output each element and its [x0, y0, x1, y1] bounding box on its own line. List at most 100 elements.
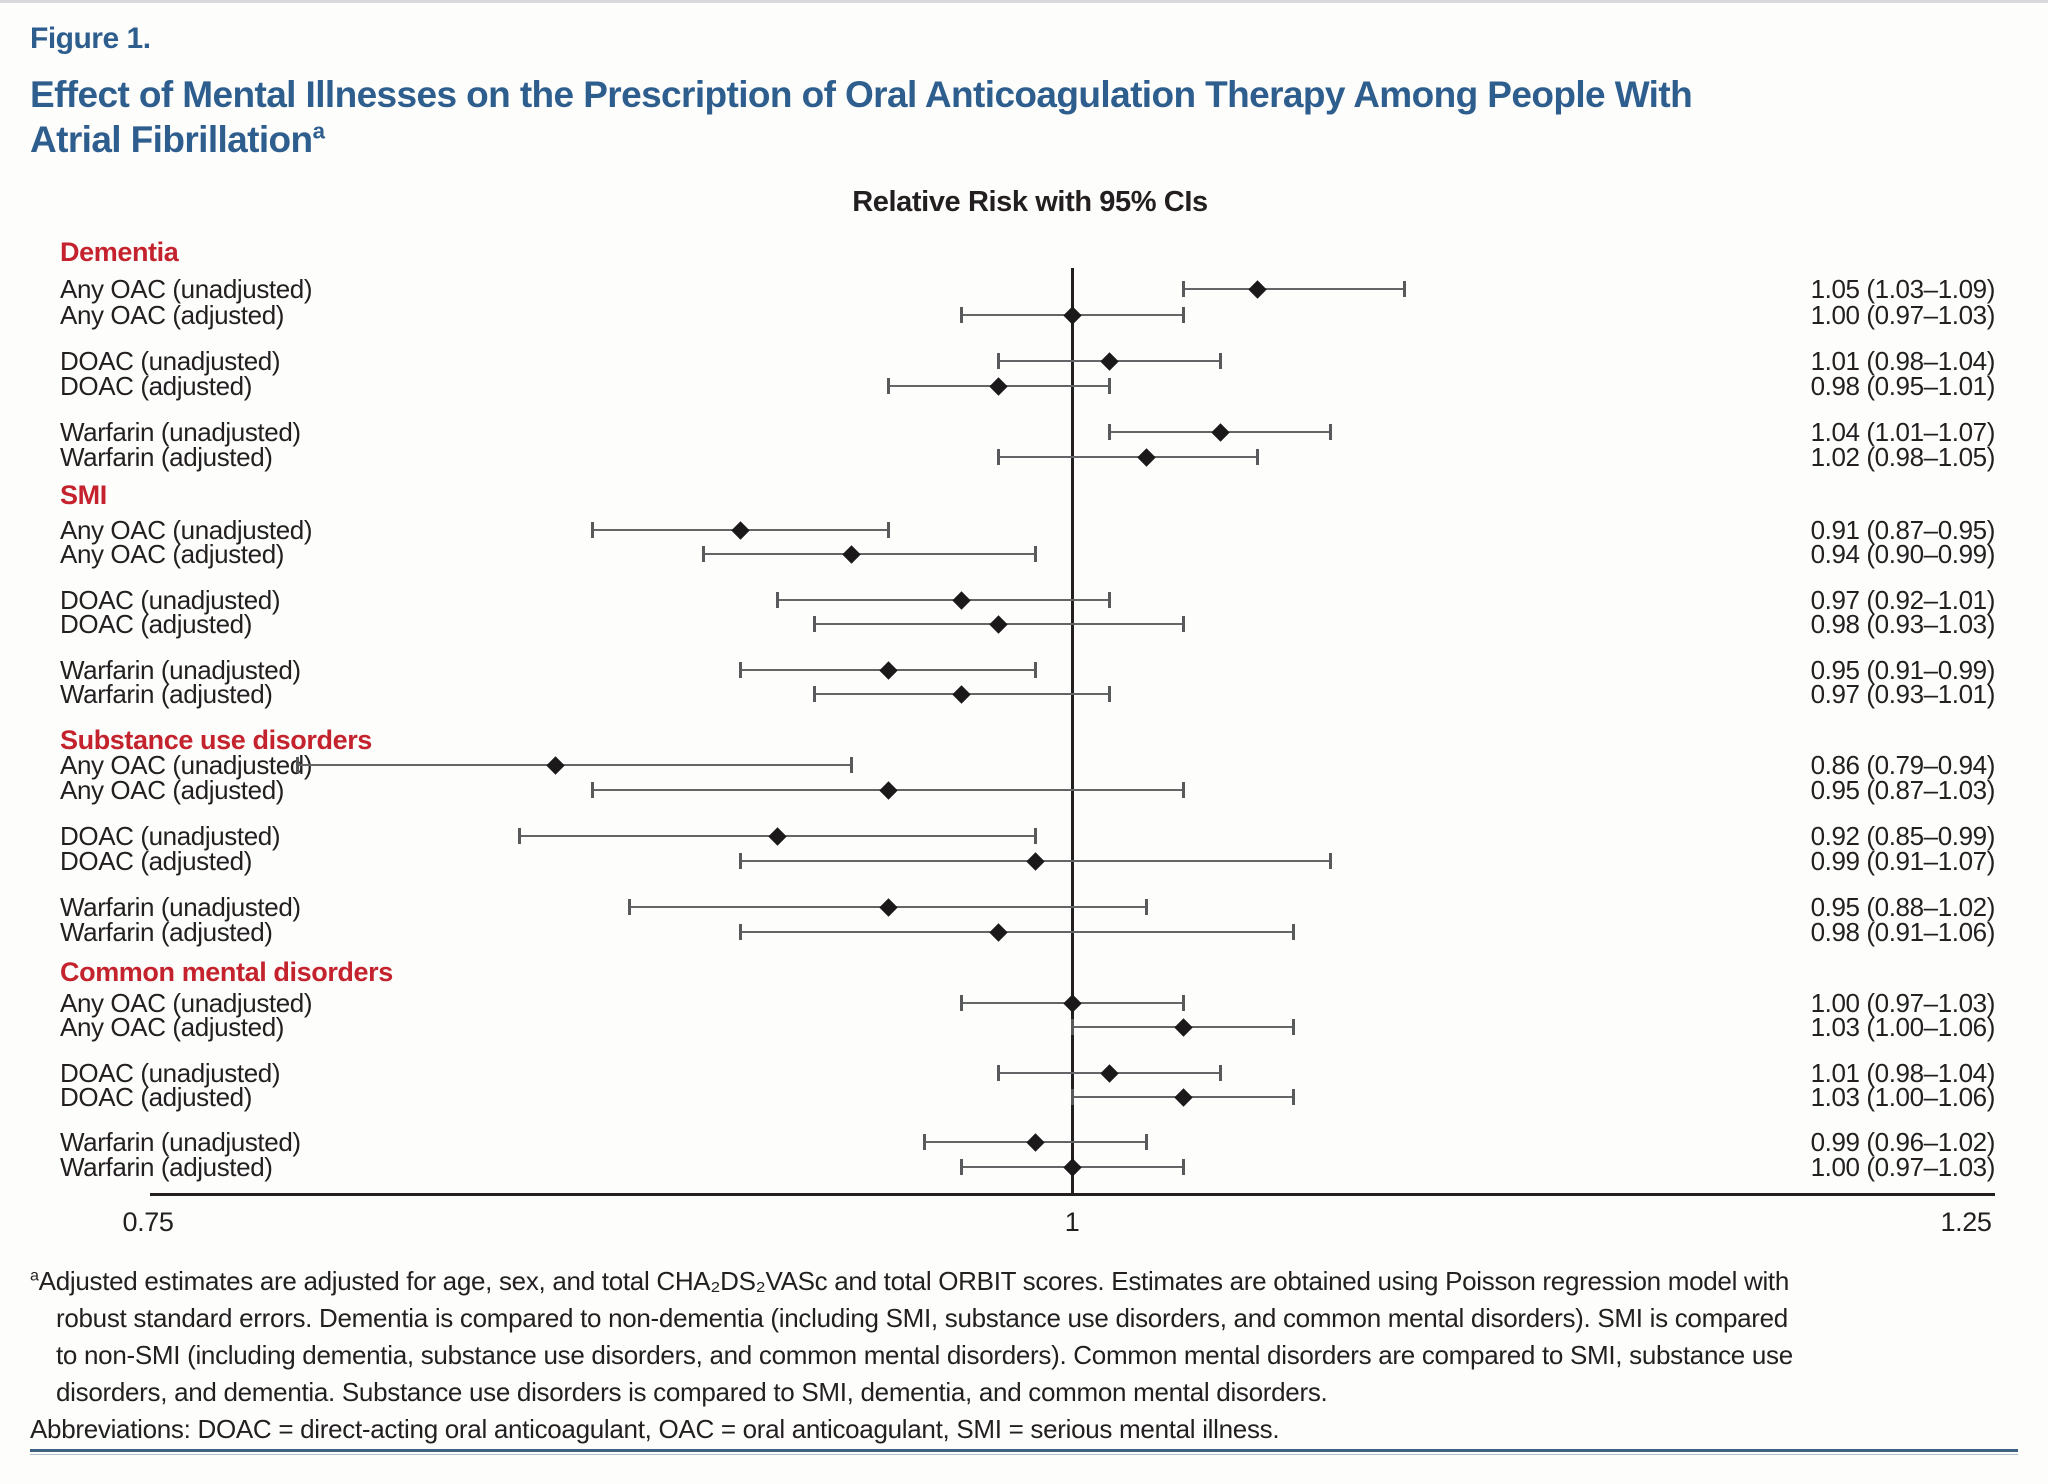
point-marker	[1210, 422, 1230, 442]
row-value: 0.97 (0.93–1.01)	[1810, 679, 1996, 709]
row-label: Warfarin (unadjusted)	[60, 655, 301, 685]
footnote-line-text: robust standard errors. Dementia is comp…	[56, 1303, 1788, 1333]
chart-title: Relative Risk with 95% CIs	[852, 186, 1208, 218]
ci-cap-right	[1403, 281, 1407, 297]
footnote-line: disorders, and dementia. Substance use d…	[30, 1374, 2025, 1411]
row-label: Warfarin (unadjusted)	[60, 1127, 301, 1157]
point-marker	[878, 660, 898, 680]
point-marker	[1173, 1017, 1193, 1037]
ci-cap-right	[1034, 546, 1038, 562]
ci-cap-right	[1181, 616, 1185, 632]
ci-cap-left	[812, 686, 816, 702]
group-header: Common mental disorders	[60, 957, 393, 987]
row-label: DOAC (unadjusted)	[60, 585, 281, 615]
point-marker	[1100, 1063, 1119, 1083]
point-marker	[989, 922, 1008, 942]
row-label: Any OAC (adjusted)	[60, 539, 285, 569]
row-label: Any OAC (adjusted)	[60, 1012, 285, 1042]
group-header: Substance use disorders	[60, 725, 372, 755]
ci-cap-left	[628, 899, 632, 915]
row-label: DOAC (unadjusted)	[60, 1058, 281, 1088]
ci-cap-left	[997, 353, 1001, 369]
row-value: 0.97 (0.92–1.01)	[1810, 585, 1996, 615]
row-value: 1.04 (1.01–1.07)	[1810, 417, 1996, 447]
ci-cap-right	[886, 522, 890, 538]
row-label: Any OAC (unadjusted)	[60, 274, 313, 304]
row-value: 0.94 (0.90–0.99)	[1810, 539, 1996, 569]
ci-line	[777, 599, 1110, 601]
point-marker	[989, 376, 1008, 396]
footnote-line-text: to non-SMI (including dementia, substanc…	[56, 1340, 1793, 1370]
footnote-line-text: disorders, and dementia. Substance use d…	[56, 1377, 1328, 1407]
ci-cap-left	[738, 924, 742, 940]
abbreviations-line: Abbreviations: DOAC = direct-acting oral…	[30, 1414, 1280, 1444]
ci-line	[998, 456, 1257, 458]
ci-cap-left	[1071, 1019, 1074, 1035]
point-marker	[1173, 1087, 1193, 1107]
ci-cap-left	[960, 1159, 964, 1175]
point-marker	[1247, 279, 1267, 299]
point-marker	[1026, 1132, 1045, 1152]
ci-cap-right	[849, 757, 853, 773]
row-label: Warfarin (unadjusted)	[60, 892, 301, 922]
point-marker	[1063, 1157, 1082, 1177]
row-value: 1.01 (0.98–1.04)	[1810, 346, 1996, 376]
ci-cap-right	[1107, 378, 1111, 394]
ci-cap-left	[1071, 1089, 1074, 1105]
row-label: DOAC (adjusted)	[60, 371, 252, 401]
ci-line	[740, 931, 1294, 933]
row-value: 1.00 (0.97–1.03)	[1810, 300, 1996, 330]
footnote-line: aAdjusted estimates are adjusted for age…	[30, 1263, 2025, 1300]
ci-cap-right	[1144, 899, 1148, 915]
ci-cap-right	[1292, 1089, 1296, 1105]
ci-cap-right	[1255, 449, 1259, 465]
row-value: 0.91 (0.87–0.95)	[1810, 515, 1996, 545]
row-value: 1.00 (0.97–1.03)	[1810, 1152, 1996, 1182]
ci-cap-right	[1181, 995, 1185, 1011]
row-value: 1.03 (1.00–1.06)	[1810, 1082, 1996, 1112]
row-label: Any OAC (adjusted)	[60, 775, 285, 805]
ci-cap-right	[1218, 1065, 1222, 1081]
row-value: 0.92 (0.85–0.99)	[1810, 821, 1996, 851]
ci-line	[1183, 288, 1405, 290]
ci-cap-right	[1218, 353, 1222, 369]
row-label: Warfarin (adjusted)	[60, 442, 273, 472]
reference-line-rr1	[1071, 268, 1074, 1193]
footnote-marker: a	[30, 1266, 39, 1285]
group-header: Dementia	[60, 237, 179, 267]
ci-cap-right	[1181, 1159, 1185, 1175]
row-label: DOAC (adjusted)	[60, 846, 252, 876]
ci-cap-right	[1329, 424, 1333, 440]
row-label: Warfarin (adjusted)	[60, 917, 273, 947]
point-marker	[1063, 305, 1082, 325]
bottom-rule-secondary	[30, 1454, 2018, 1455]
bottom-rule-primary	[30, 1449, 2018, 1452]
ci-cap-right	[1107, 592, 1111, 608]
row-value: 0.95 (0.91–0.99)	[1810, 655, 1996, 685]
figure-title: Effect of Mental Illnesses on the Prescr…	[30, 72, 1693, 162]
row-value: 0.98 (0.93–1.03)	[1810, 609, 1996, 639]
ci-cap-left	[296, 757, 300, 773]
row-value: 1.00 (0.97–1.03)	[1810, 988, 1996, 1018]
ci-cap-left	[591, 782, 595, 798]
ci-cap-right	[1181, 307, 1185, 323]
row-value: 0.95 (0.87–1.03)	[1810, 775, 1996, 805]
row-value: 1.01 (0.98–1.04)	[1810, 1058, 1996, 1088]
point-marker	[841, 544, 861, 564]
row-label: Warfarin (adjusted)	[60, 679, 273, 709]
figure-title-superscript: a	[312, 118, 325, 144]
point-marker	[878, 780, 898, 800]
ci-cap-left	[960, 307, 964, 323]
footnote-line: robust standard errors. Dementia is comp…	[30, 1300, 2025, 1337]
ci-cap-left	[702, 546, 705, 562]
x-axis-tick-label: 1.25	[1940, 1207, 1992, 1237]
point-marker	[1100, 351, 1119, 371]
row-value: 0.98 (0.91–1.06)	[1810, 917, 1996, 947]
ci-cap-left	[591, 522, 595, 538]
ci-cap-right	[1181, 782, 1185, 798]
row-label: Any OAC (unadjusted)	[60, 515, 313, 545]
figure-number-label: Figure 1.	[30, 22, 151, 55]
row-value: 0.99 (0.96–1.02)	[1810, 1127, 1996, 1157]
